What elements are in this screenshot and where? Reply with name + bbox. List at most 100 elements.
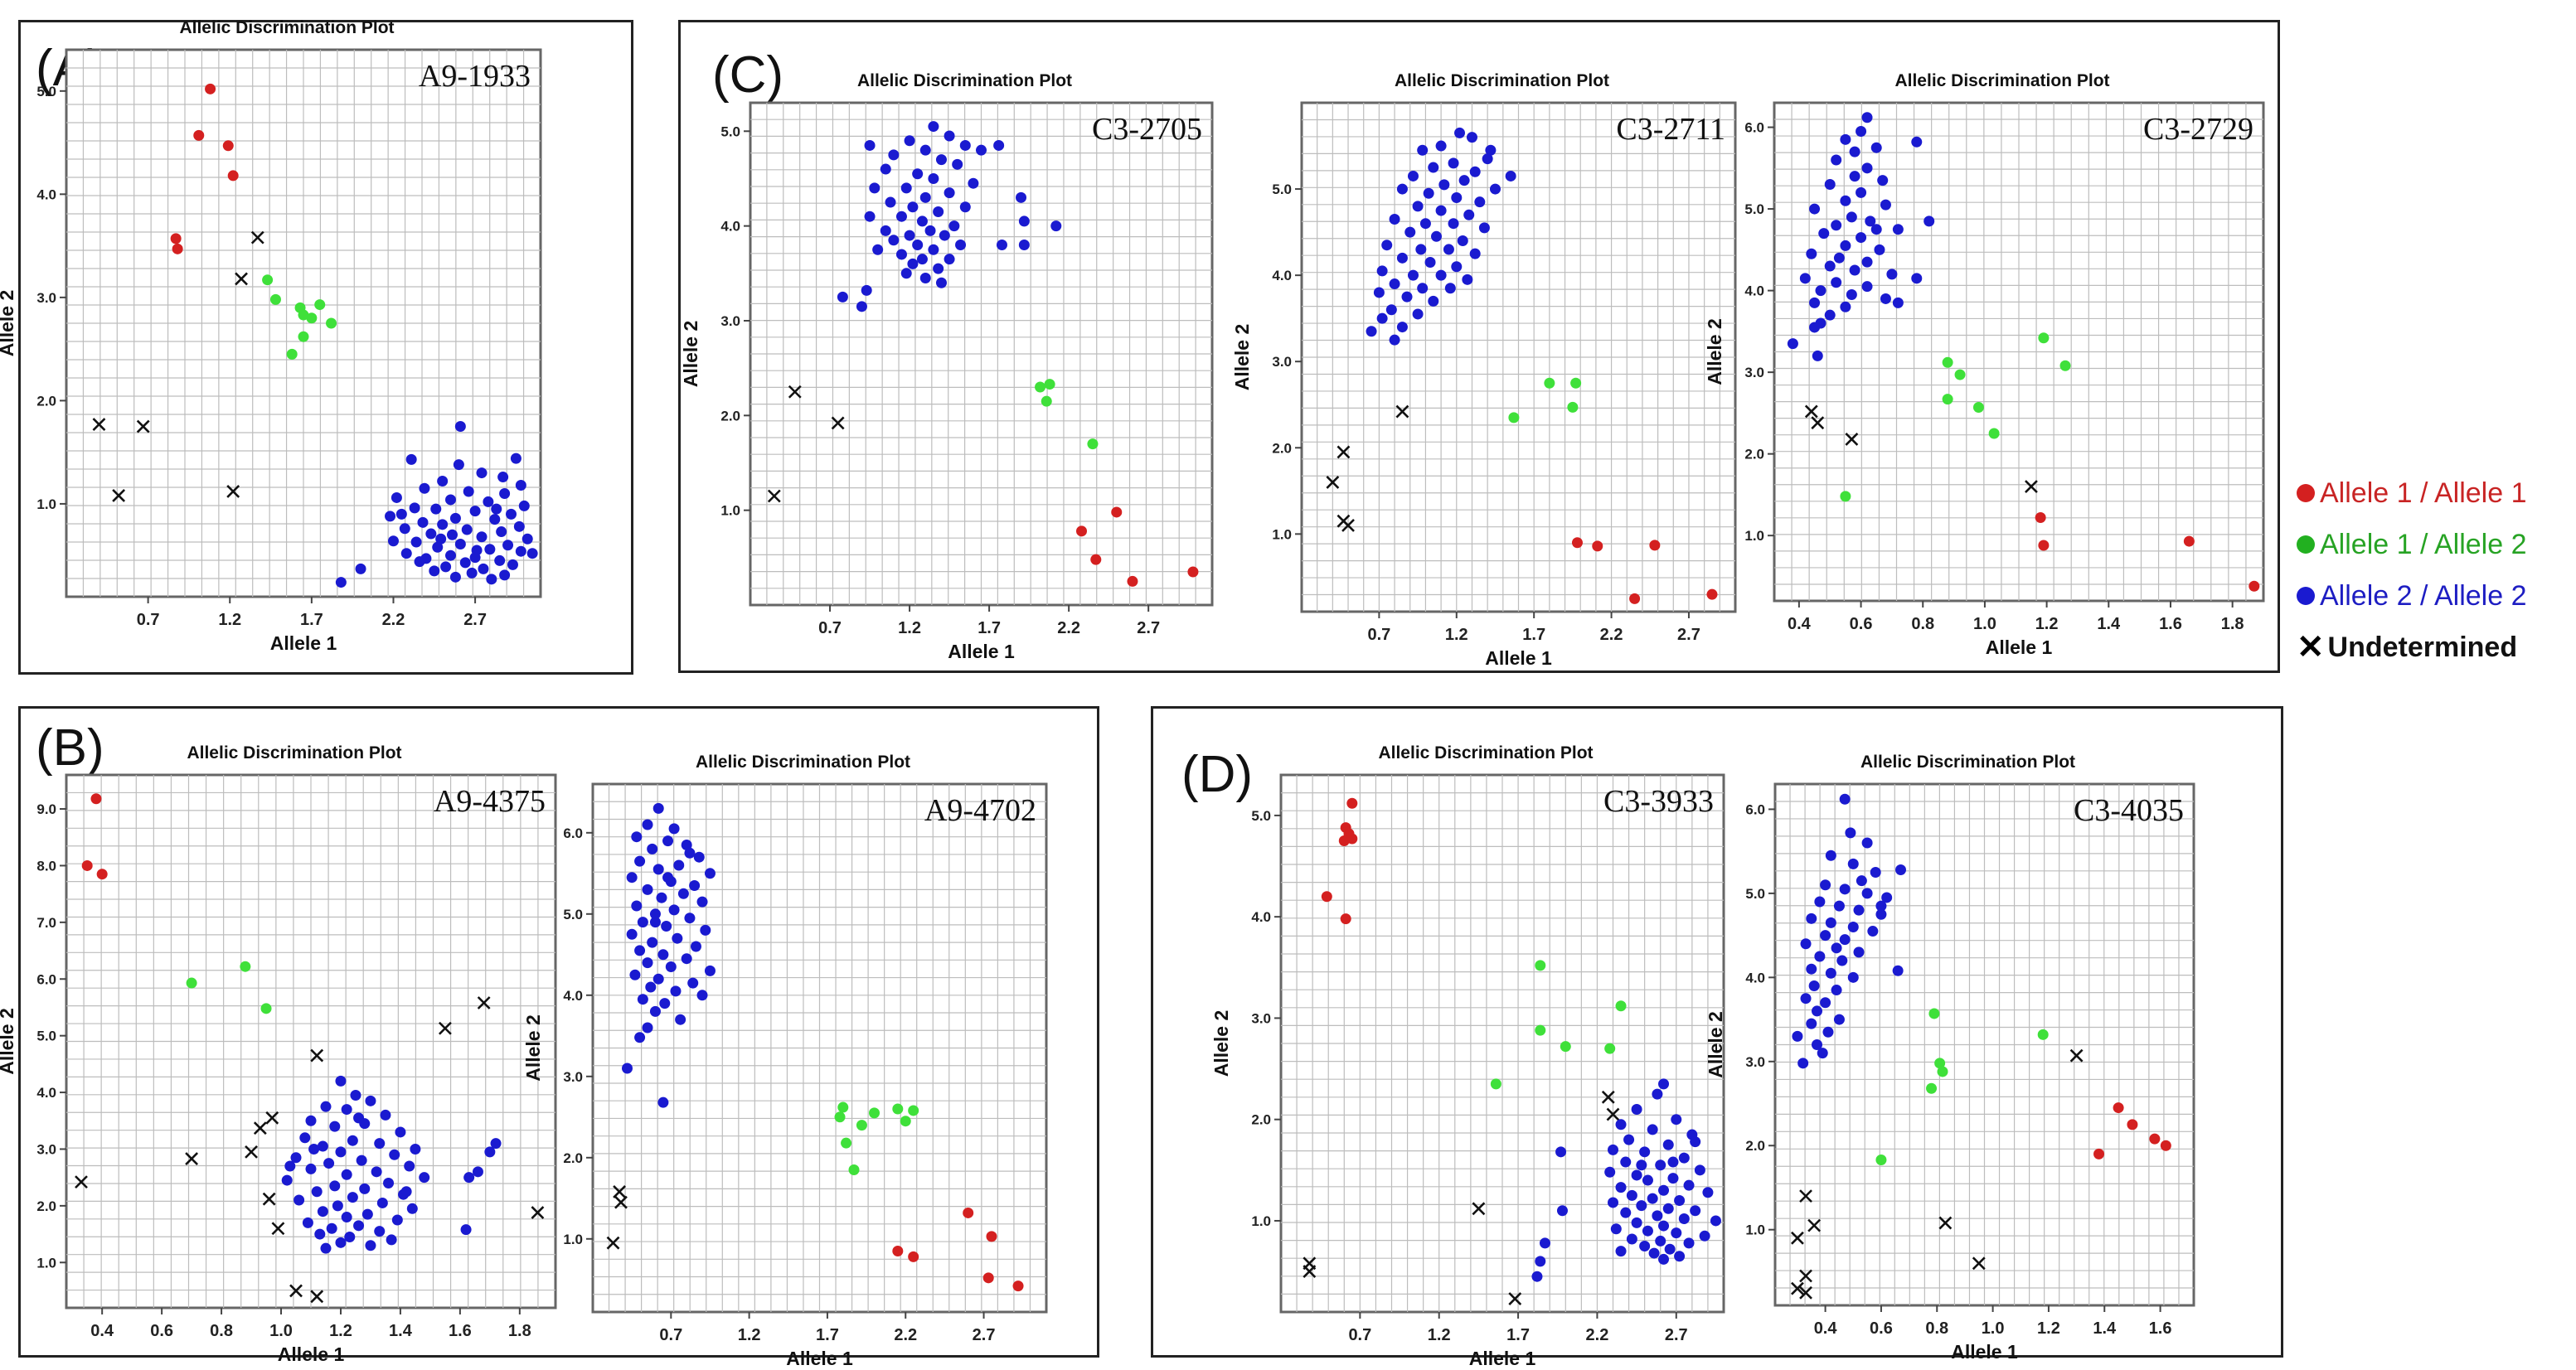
- y-tick-label: 2.0: [563, 1150, 583, 1166]
- y-tick-label: 6.0: [36, 971, 56, 987]
- data-point-x: [1845, 433, 1859, 446]
- y-tick-label: 2.0: [1272, 440, 1292, 456]
- data-point: [919, 273, 931, 284]
- data-point: [837, 291, 848, 303]
- data-point: [1861, 888, 1873, 899]
- y-tick-label: 6.0: [1745, 801, 1765, 817]
- data-point: [308, 1143, 320, 1155]
- data-point: [1571, 537, 1583, 549]
- data-point: [631, 831, 643, 843]
- y-tick-label: 7.0: [36, 915, 56, 931]
- data-point: [350, 1089, 361, 1101]
- data-point: [306, 312, 318, 324]
- data-point: [1451, 191, 1463, 203]
- data-point: [269, 293, 281, 305]
- data-point: [329, 1121, 341, 1132]
- data-point: [634, 1032, 646, 1043]
- x-tick-label: 1.6: [2149, 1319, 2172, 1338]
- data-point: [652, 802, 664, 814]
- data-point: [1820, 879, 1831, 891]
- data-point: [405, 453, 417, 465]
- data-point: [1658, 1184, 1670, 1196]
- data-point: [463, 1172, 475, 1184]
- data-point: [399, 523, 410, 535]
- data-point: [1849, 146, 1860, 157]
- data-point: [1678, 1213, 1690, 1225]
- data-point: [1615, 1000, 1627, 1012]
- data-point: [341, 1104, 352, 1116]
- data-point: [944, 254, 955, 265]
- chart-c3-4035: 0.4 0.6 0.8 1.0 1.2 1.4 1.6 1.0 2.0 3.0 4.0 5.0 6.0 A…: [1696, 726, 2202, 1363]
- data-point: [1833, 900, 1845, 912]
- data-point: [642, 957, 653, 969]
- data-point: [1847, 858, 1859, 869]
- data-point: [657, 949, 669, 961]
- data-point: [1376, 265, 1388, 277]
- data-point: [647, 937, 658, 948]
- y-axis-label: Allele 2: [1210, 1010, 1232, 1077]
- data-point: [649, 908, 661, 920]
- data-point: [440, 561, 452, 573]
- data-point: [170, 233, 182, 244]
- data-point: [1892, 224, 1904, 235]
- data-point: [687, 977, 699, 989]
- data-point: [1831, 985, 1842, 996]
- x-tick-label: 1.2: [329, 1322, 352, 1340]
- data-point: [1458, 175, 1470, 186]
- y-tick-label: 3.0: [36, 290, 56, 306]
- legend-label: Allele 2 / Allele 2: [2320, 579, 2527, 612]
- data-point: [2038, 332, 2050, 344]
- y-tick-label: 4.0: [1272, 268, 1292, 283]
- data-point: [1658, 1078, 1670, 1090]
- data-point: [1505, 170, 1516, 182]
- data-point: [454, 538, 466, 549]
- data-point: [1626, 1233, 1637, 1245]
- data-point: [684, 913, 696, 924]
- y-axis-label: Allele 2: [0, 290, 17, 357]
- data-point: [1608, 1197, 1618, 1208]
- data-point: [429, 565, 440, 577]
- legend-item-allele2-allele2: Allele 2 / Allele 2: [2297, 575, 2527, 617]
- x-tick-label: 0.8: [1925, 1319, 1948, 1338]
- y-tick-label: 3.0: [1744, 365, 1764, 380]
- data-point: [1836, 955, 1848, 966]
- data-point: [507, 559, 518, 570]
- data-point-x: [1337, 445, 1351, 459]
- y-tick-label: 2.0: [1744, 447, 1764, 462]
- data-point: [359, 1183, 371, 1194]
- data-point: [861, 284, 872, 296]
- data-point: [317, 1206, 328, 1218]
- data-point: [513, 520, 525, 532]
- y-axis-label: Allele 2: [1705, 1011, 1726, 1078]
- series-allele-1-allele-2: [1840, 332, 2071, 502]
- data-point: [856, 301, 867, 312]
- data-point: [502, 540, 514, 551]
- data-point: [1608, 1144, 1618, 1155]
- series-allele-1-allele-2: [834, 1101, 919, 1175]
- data-point: [2037, 1029, 2049, 1040]
- data-point: [656, 892, 667, 903]
- chart-a9-4702: 0.7 1.2 1.7 2.2 2.7 1.0 2.0 3.0 4.0 5.0 6.0 Allelic…: [514, 726, 1055, 1370]
- data-point: [1655, 1235, 1666, 1247]
- data-point: [484, 1146, 496, 1158]
- data-point: [637, 994, 648, 1005]
- data-point: [2093, 1148, 2105, 1159]
- x-axis-label: Allele 1: [1469, 1348, 1536, 1369]
- y-tick-label: 6.0: [1744, 120, 1764, 136]
- data-point: [928, 121, 939, 133]
- data-point: [454, 421, 466, 433]
- data-point-x: [1938, 1216, 1953, 1230]
- data-point: [1417, 283, 1429, 294]
- data-point: [892, 1246, 904, 1256]
- data-point: [892, 1103, 904, 1115]
- data-point: [935, 154, 947, 166]
- x-tick-label: 1.7: [816, 1326, 839, 1344]
- data-point: [335, 1237, 347, 1248]
- data-point-x: [1799, 1269, 1812, 1283]
- plot-svg: 0.4 0.6 0.8 1.0 1.2 1.4 1.6 1.0 2.0 3.0 4.0 5.0 6.0 A…: [1705, 753, 2195, 1363]
- series-allele-1-allele-2: [262, 274, 337, 360]
- data-point: [1809, 297, 1821, 308]
- y-tick-label: 5.0: [1744, 201, 1764, 217]
- y-tick-label: 3.0: [720, 313, 740, 329]
- data-point: [1809, 203, 1821, 215]
